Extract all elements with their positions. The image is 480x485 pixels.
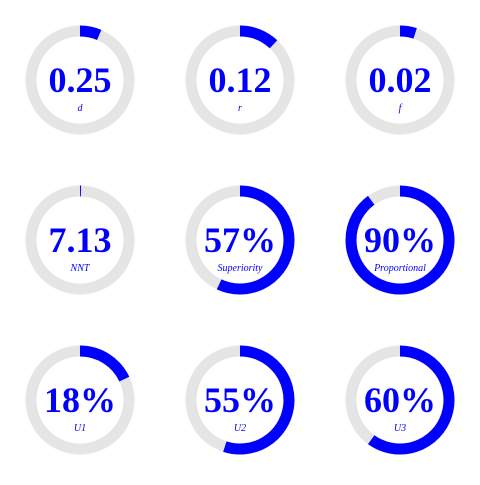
gauge-value: 0.12 <box>209 60 272 100</box>
gauge-label: Superiority <box>218 263 264 274</box>
gauge-value: 7.13 <box>49 220 112 260</box>
gauge-label: f <box>399 103 403 114</box>
gauge-5: 90% Proportional <box>351 191 449 289</box>
gauge-value: 0.02 <box>369 60 432 100</box>
gauge-1: 0.12 r <box>191 31 289 129</box>
gauge-8: 60%U3 <box>351 351 449 449</box>
gauge-value: 55% <box>204 380 276 420</box>
gauge-value: 90% <box>364 220 436 260</box>
gauge-2: 0.02 f <box>351 31 449 129</box>
gauge-6: 18%U1 <box>31 351 129 449</box>
gauge-value: 0.25 <box>49 60 112 100</box>
gauge-label: U3 <box>394 423 406 434</box>
gauge-arc <box>80 31 99 35</box>
gauge-3: 7.13 NNT <box>31 191 129 289</box>
gauge-arc <box>80 351 124 379</box>
gauge-4: 57% Superiority <box>191 191 289 289</box>
gauge-label: U2 <box>234 423 246 434</box>
gauge-0: 0.25 d <box>31 31 129 129</box>
gauge-label: NNT <box>70 263 91 274</box>
gauge-value: 60% <box>364 380 436 420</box>
gauge-label: r <box>238 103 242 114</box>
gauge-label: U1 <box>74 423 86 434</box>
gauge-7: 55%U2 <box>191 351 289 449</box>
gauge-arc <box>400 31 415 33</box>
gauge-value: 57% <box>204 220 276 260</box>
gauge-value: 18% <box>44 380 116 420</box>
gauge-arc <box>240 31 274 44</box>
gauge-label: d <box>78 103 84 114</box>
gauge-label: Proportional <box>373 263 426 274</box>
